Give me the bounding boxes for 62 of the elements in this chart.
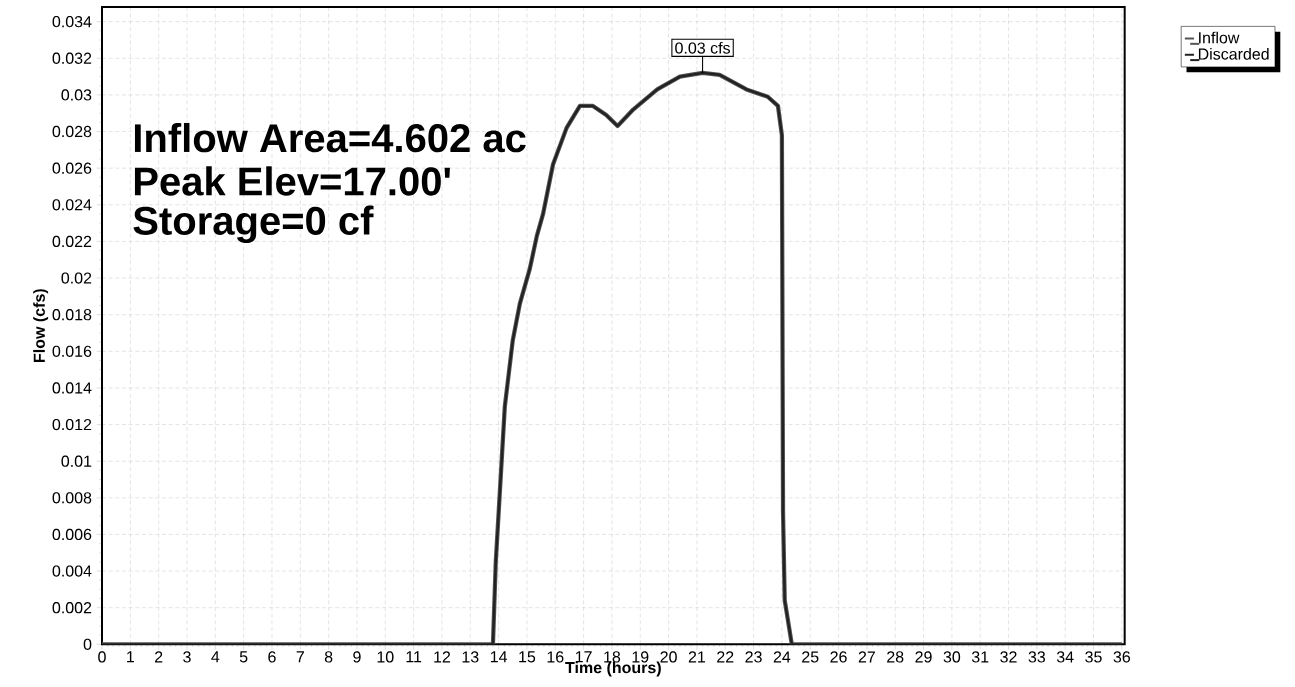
x-tick-label: 28 xyxy=(887,651,904,663)
y-tick-label: 0.006 xyxy=(52,528,92,541)
y-tick-label: 0.02 xyxy=(61,272,92,284)
x-tick-label: 10 xyxy=(377,651,394,663)
y-tick-label: 0.03 xyxy=(61,89,92,101)
x-tick-label: 24 xyxy=(773,651,791,663)
x-tick-label: 33 xyxy=(1028,651,1046,663)
y-tick-label: 0.004 xyxy=(52,565,92,577)
annotation: Storage=0 cf xyxy=(133,205,374,244)
annotation: Inflow Area=4.602 ac xyxy=(134,122,526,153)
x-tick-label: 32 xyxy=(1000,651,1017,663)
x-tick-label: 3 xyxy=(183,651,191,663)
x-tick-label: 36 xyxy=(1113,651,1131,663)
x-tick-label: 9 xyxy=(353,651,361,663)
y-tick-label: 0 xyxy=(83,638,92,650)
x-tick-label: 17 xyxy=(575,651,592,663)
x-tick-label: 8 xyxy=(324,651,333,663)
x-tick-label: 18 xyxy=(604,651,621,663)
y-tick-label: 0.012 xyxy=(52,418,92,431)
y-tick-label: 0.034 xyxy=(52,15,92,28)
x-tick-label: 35 xyxy=(1085,651,1102,663)
y-tick-label: 0.032 xyxy=(52,52,92,64)
x-tick-label: 7 xyxy=(296,651,304,663)
y-axis-title: Flow (cfs) xyxy=(33,289,49,362)
annotation: 0.03 cfs xyxy=(675,41,730,54)
x-tick-label: 11 xyxy=(406,651,422,663)
y-tick-label: 0.014 xyxy=(52,382,92,394)
x-tick-label: 6 xyxy=(268,651,276,663)
y-tick-label: 0.024 xyxy=(52,199,92,211)
x-tick-label: 15 xyxy=(519,651,536,663)
x-tick-label: 21 xyxy=(688,651,706,663)
x-tick-label: 20 xyxy=(660,651,677,663)
x-tick-label: 1 xyxy=(127,651,134,663)
x-tick-label: 14 xyxy=(490,651,508,663)
y-tick-label: 0.026 xyxy=(52,162,92,174)
y-tick-label: 0.002 xyxy=(52,602,92,614)
legend-label: Discarded xyxy=(1198,47,1269,60)
x-tick-label: 23 xyxy=(745,651,762,663)
y-tick-label: 0.028 xyxy=(52,125,92,138)
y-tick-label: 0.022 xyxy=(52,235,92,248)
legend-label: Inflow xyxy=(1199,31,1240,44)
x-tick-label: 27 xyxy=(858,651,875,663)
x-tick-label: 5 xyxy=(239,651,248,663)
x-tick-label: 16 xyxy=(547,651,564,663)
x-tick-label: 29 xyxy=(915,651,932,663)
y-tick-label: 0.008 xyxy=(52,492,92,504)
x-tick-label: 4 xyxy=(211,651,220,663)
annotation: Peak Elev=17.00' xyxy=(134,166,450,196)
y-tick-label: 0.01 xyxy=(61,455,92,467)
x-tick-label: 13 xyxy=(462,651,479,663)
x-tick-label: 2 xyxy=(155,651,163,663)
x-tick-label: 22 xyxy=(717,651,734,663)
y-tick-label: 0.016 xyxy=(52,345,92,357)
x-tick-label: 31 xyxy=(971,651,989,663)
y-tick-label: 0.018 xyxy=(52,309,92,321)
x-tick-label: 34 xyxy=(1056,651,1074,663)
x-tick-label: 19 xyxy=(632,651,649,663)
x-tick-label: 0 xyxy=(98,651,106,663)
x-tick-label: 26 xyxy=(830,651,847,663)
x-tick-label: 30 xyxy=(943,651,961,663)
x-tick-label: 25 xyxy=(802,651,819,663)
x-tick-label: 12 xyxy=(434,651,451,663)
